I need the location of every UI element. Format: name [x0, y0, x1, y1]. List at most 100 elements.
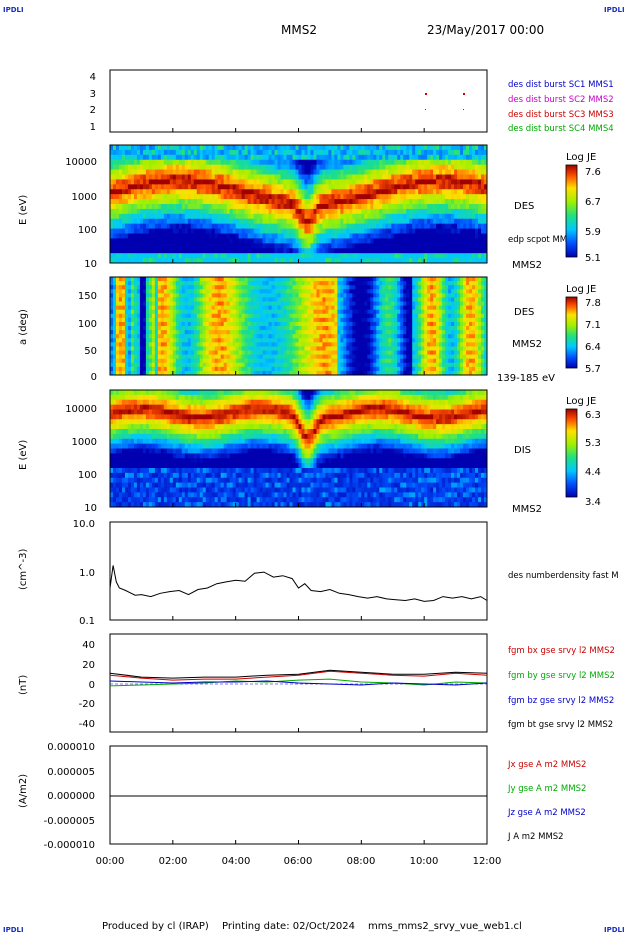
- spectrogram-cell: [226, 184, 231, 190]
- spectrogram-cell: [127, 208, 132, 215]
- spectrogram-cell: [256, 297, 260, 302]
- spectrogram-cell: [220, 305, 225, 311]
- spectrogram-cell: [110, 243, 114, 249]
- spectrogram-cell: [130, 293, 135, 298]
- spectrogram-cell: [322, 370, 326, 376]
- spectrogram-cell: [325, 233, 329, 239]
- spectrogram-cell: [445, 204, 449, 210]
- spectrogram-cell: [175, 358, 180, 364]
- spectrogram-cell: [340, 154, 344, 161]
- spectrogram-cell: [340, 248, 344, 254]
- spectrogram-cell: [292, 208, 296, 215]
- spectrogram-cell: [439, 233, 443, 239]
- spectrogram-cell: [130, 179, 135, 185]
- spectrogram-cell: [184, 354, 189, 360]
- spectrogram-cell: [454, 223, 458, 229]
- spectrogram-cell: [199, 305, 204, 311]
- spectrogram-cell: [277, 179, 281, 185]
- spectrogram-cell: [373, 204, 377, 210]
- spectrogram-cell: [304, 338, 308, 343]
- spectrogram-cell: [442, 199, 446, 205]
- spectrogram-cell: [277, 174, 281, 180]
- spectrogram-cell: [400, 208, 404, 215]
- spectrogram-cell: [469, 145, 473, 151]
- spectrogram-cell: [307, 258, 311, 264]
- spectrogram-cell: [127, 305, 132, 311]
- spectrogram-cell: [340, 301, 344, 306]
- spectrogram-cell: [166, 342, 171, 347]
- spectrogram-cell: [157, 317, 162, 323]
- spectrogram-cell: [463, 194, 467, 200]
- spectrogram-cell: [424, 243, 428, 249]
- spectrogram-cell: [316, 159, 320, 166]
- spectrogram-cell: [232, 179, 237, 185]
- spectrogram-cell: [475, 258, 479, 264]
- spectrogram-cell: [178, 313, 183, 319]
- spectrogram-cell: [259, 301, 263, 306]
- spectrogram-cell: [481, 159, 485, 166]
- spectrogram-cell: [172, 277, 177, 282]
- spectrogram-cell: [193, 370, 198, 376]
- spectrogram-cell: [412, 243, 416, 249]
- spectrogram-cell: [253, 164, 258, 170]
- spectrogram-cell: [154, 154, 159, 161]
- spectrogram-cell: [325, 223, 329, 229]
- spectrogram-cell: [196, 169, 201, 175]
- spectrogram-cell: [250, 366, 255, 372]
- spectrogram-cell: [433, 164, 437, 170]
- spectrogram-cell: [310, 204, 314, 210]
- spectrogram-cell: [484, 218, 488, 225]
- spectrogram-cell: [172, 179, 177, 185]
- spectrogram-cell: [427, 213, 431, 220]
- spectrogram-cell: [283, 233, 287, 239]
- spectrogram-cell: [118, 293, 123, 298]
- spectrogram-cell: [277, 154, 281, 161]
- spectrogram-cell: [337, 366, 341, 372]
- spectrogram-cell: [196, 370, 201, 376]
- spectrogram-cell: [178, 305, 183, 311]
- spectrogram-cell: [271, 366, 275, 372]
- spectrogram-cell: [406, 169, 410, 175]
- spectrogram-cell: [193, 238, 198, 244]
- spectrogram-cell: [226, 326, 231, 331]
- spectrogram-cell: [259, 238, 263, 244]
- spectrogram-cell: [280, 342, 284, 347]
- spectrogram-cell: [124, 338, 129, 343]
- spectrogram-cell: [220, 228, 225, 234]
- spectrogram-cell: [463, 159, 467, 166]
- spectrogram-cell: [259, 362, 263, 368]
- spectrogram-cell: [292, 277, 296, 282]
- spectrogram-cell: [340, 253, 344, 259]
- spectrogram-cell: [310, 208, 314, 215]
- spectrogram-cell: [118, 354, 123, 360]
- spectrogram-cell: [256, 223, 260, 229]
- spectrogram-cell: [304, 194, 308, 200]
- spectrogram-cell: [160, 199, 165, 205]
- spectrogram-cell: [277, 149, 281, 156]
- spectrogram-cell: [340, 362, 344, 368]
- spectrogram-cell: [271, 342, 275, 347]
- spectrogram-cell: [136, 145, 141, 151]
- spectrogram-cell: [316, 338, 320, 343]
- spectrogram-cell: [445, 238, 449, 244]
- spectrogram-cell: [400, 194, 404, 200]
- spectrogram-cell: [187, 334, 192, 339]
- burst-ytick: 4: [90, 72, 96, 83]
- spectrogram-cell: [427, 258, 431, 264]
- spectrogram-cell: [358, 164, 362, 170]
- spectrogram-cell: [472, 189, 476, 195]
- spectrogram-cell: [307, 145, 311, 151]
- spectrogram-cell: [316, 223, 320, 229]
- spectrogram-cell: [316, 342, 320, 347]
- spectrogram-cell: [148, 277, 153, 282]
- spectrogram-cell: [256, 149, 260, 156]
- spectrogram-cell: [451, 204, 455, 210]
- spectrogram-cell: [244, 350, 249, 355]
- spectrogram-cell: [451, 208, 455, 215]
- spectrogram-cell: [457, 228, 461, 234]
- spectrogram-cell: [157, 253, 162, 259]
- spectrogram-cell: [172, 218, 177, 225]
- spectrogram-cell: [376, 199, 380, 205]
- spectrogram-cell: [253, 223, 258, 229]
- spectrogram-cell: [163, 169, 168, 175]
